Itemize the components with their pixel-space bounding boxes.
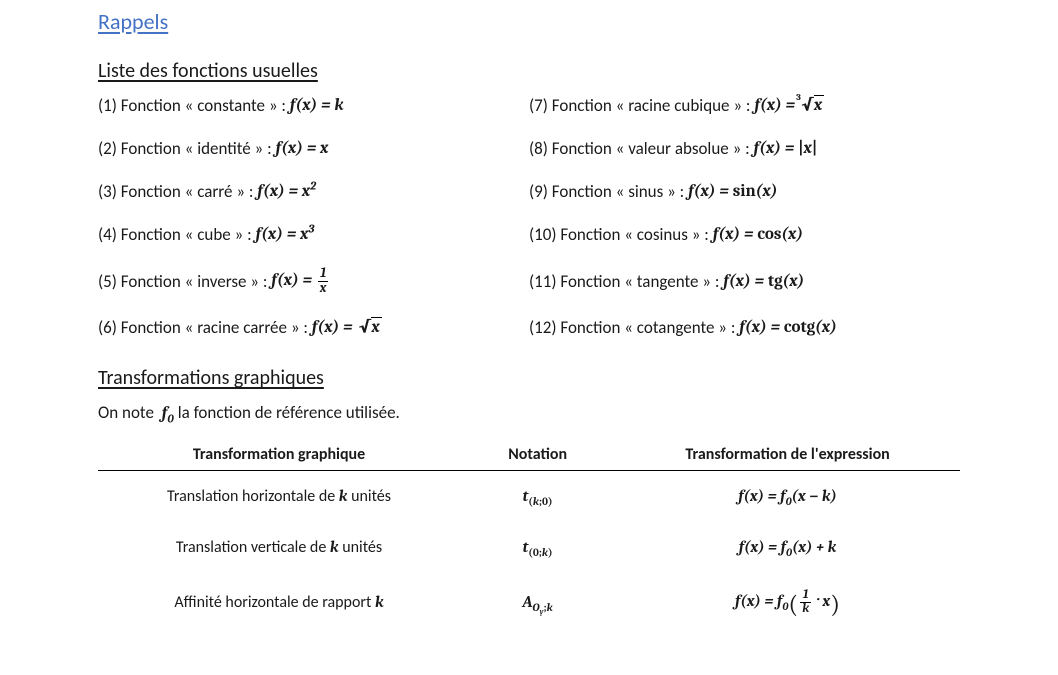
function-item: (6) Fonction « racine carrée » : f(x) = … xyxy=(98,317,529,338)
table-row: Affinité horizontale de rapport k AOy;k … xyxy=(98,573,960,632)
transform-notation: t(k;0) xyxy=(460,471,615,523)
function-item: (4) Fonction « cube » : f(x) = x3 xyxy=(98,224,529,245)
transform-expression: f(x) = f0(x − k) xyxy=(615,471,960,523)
transform-expression: f(x) = f0(1k · x) xyxy=(615,573,960,632)
col-header: Transformation graphique xyxy=(98,441,460,471)
transform-notation: AOy;k xyxy=(460,573,615,632)
table-row: Translation verticale de k unités t(0;k)… xyxy=(98,522,960,573)
col-header: Notation xyxy=(460,441,615,471)
document-page: Rappels Liste des fonctions usuelles (1)… xyxy=(0,0,1058,632)
transform-name: Translation verticale de k unités xyxy=(98,522,460,573)
transform-expression: f(x) = f0(x) + k xyxy=(615,522,960,573)
reference-note: On note f0 la fonction de référence util… xyxy=(98,402,960,423)
transform-notation: t(0;k) xyxy=(460,522,615,573)
function-item: (10) Fonction « cosinus » : f(x) = cos(x… xyxy=(529,224,960,245)
transform-name: Affinité horizontale de rapport k xyxy=(98,573,460,632)
function-item: (8) Fonction « valeur absolue » : f(x) =… xyxy=(529,138,960,159)
section1-heading: Liste des fonctions usuelles xyxy=(98,59,960,83)
section2-heading: Transformations graphiques xyxy=(98,366,960,390)
col-header: Transformation de l'expression xyxy=(615,441,960,471)
main-title: Rappels xyxy=(98,8,960,35)
function-item: (9) Fonction « sinus » : f(x) = sin(x) xyxy=(529,181,960,202)
table-row: Translation horizontale de k unités t(k;… xyxy=(98,471,960,523)
function-item: (11) Fonction « tangente » : f(x) = tg(x… xyxy=(529,267,960,295)
table-header-row: Transformation graphique Notation Transf… xyxy=(98,441,960,471)
function-item: (5) Fonction « inverse » : f(x) = 1x xyxy=(98,267,529,295)
transform-name: Translation horizontale de k unités xyxy=(98,471,460,523)
function-item: (2) Fonction « identité » : f(x) = x xyxy=(98,138,529,159)
function-item: (12) Fonction « cotangente » : f(x) = co… xyxy=(529,317,960,338)
function-item: (1) Fonction « constante » : f(x) = k xyxy=(98,95,529,116)
function-item: (3) Fonction « carré » : f(x) = x2 xyxy=(98,181,529,202)
transformations-table: Transformation graphique Notation Transf… xyxy=(98,441,960,632)
functions-list: (1) Fonction « constante » : f(x) = k (7… xyxy=(98,95,960,338)
function-item: (7) Fonction « racine cubique » : f(x) =… xyxy=(529,95,960,116)
